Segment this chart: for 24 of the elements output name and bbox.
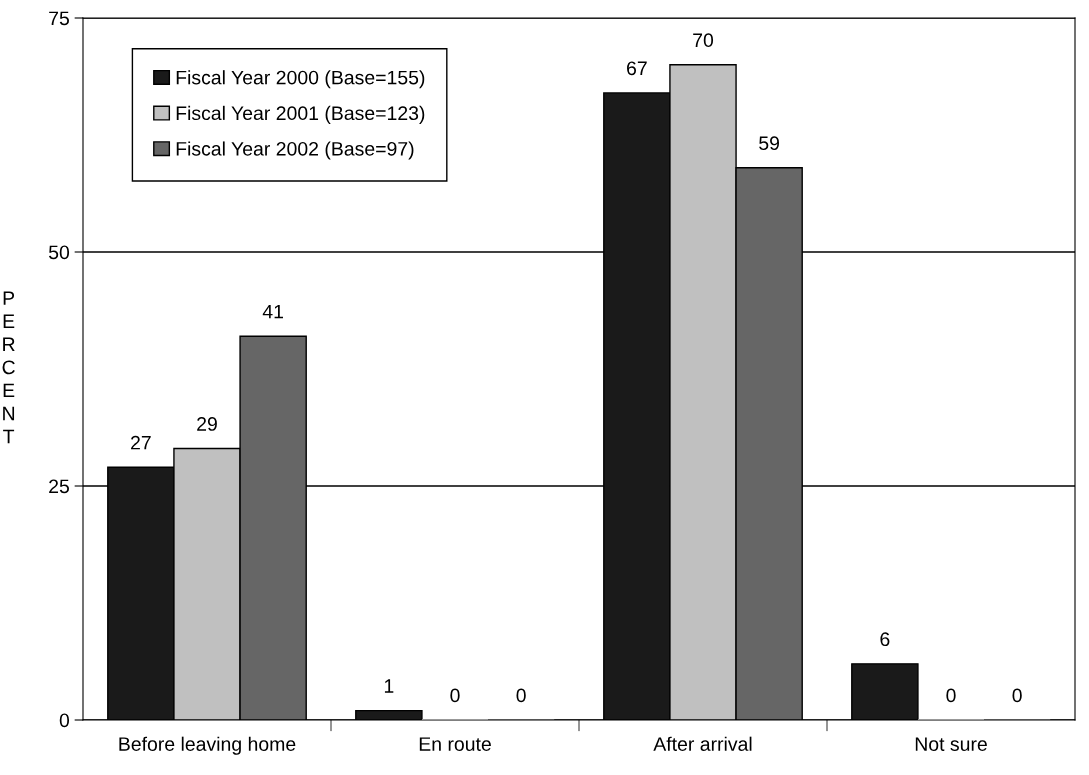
y-tick-label: 50 (48, 245, 70, 260)
data-label: 0 (1012, 688, 1022, 703)
data-label: 0 (946, 688, 956, 703)
legend-label: Fiscal Year 2002 (Base=97) (176, 141, 414, 160)
data-label: 0 (450, 688, 460, 703)
y-tick-label: 75 (49, 11, 69, 26)
data-label: 29 (197, 417, 217, 431)
x-tick-label: Not sure (915, 737, 987, 751)
legend-label: Fiscal Year 2000 (Base=155) (176, 70, 425, 89)
x-tick-label: En route (419, 737, 491, 751)
data-label: 0 (516, 688, 526, 703)
data-label: 70 (693, 33, 714, 48)
data-label: 67 (627, 61, 647, 76)
data-label: 6 (880, 632, 890, 647)
x-tick-label: After arrival (653, 736, 752, 751)
legend-label: Fiscal Year 2001 (Base=123) (176, 105, 425, 124)
x-tick-label: Before leaving home (119, 736, 296, 755)
y-tick-label: 0 (59, 713, 70, 728)
data-label: 59 (759, 136, 780, 151)
data-label: 41 (262, 304, 283, 319)
y-axis-title: PERCENT (2, 291, 15, 444)
data-label: 1 (384, 679, 394, 693)
y-tick-label: 25 (49, 479, 69, 494)
data-label: 27 (131, 435, 151, 450)
